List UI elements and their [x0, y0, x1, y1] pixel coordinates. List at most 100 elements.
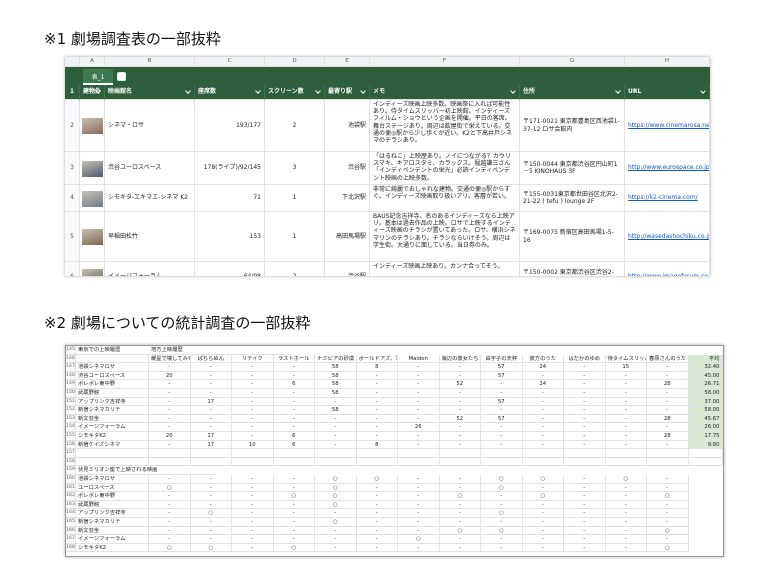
- column-header: 座席数: [195, 85, 265, 100]
- cell: -: [356, 389, 398, 398]
- column-header: 最寄り駅: [325, 85, 370, 100]
- cinema-name: シモキタK2: [76, 543, 149, 553]
- url[interactable]: https://www.cinemarosa.net/: [625, 100, 710, 152]
- cell: -: [232, 518, 274, 527]
- cell: -: [647, 440, 689, 450]
- cell: -: [439, 535, 481, 544]
- cell: -: [149, 500, 191, 510]
- row-number: 153: [66, 414, 76, 424]
- cell: -: [232, 509, 274, 518]
- cell: -: [398, 406, 440, 415]
- cell: -: [356, 414, 398, 424]
- corner-cell: [65, 57, 80, 67]
- cell: -: [273, 389, 315, 398]
- cell: -: [439, 543, 481, 553]
- cell: -: [315, 397, 357, 407]
- cell: 52: [439, 380, 481, 389]
- cell: -: [647, 371, 689, 381]
- url[interactable]: http://www.imageforum.co.jp/: [625, 262, 710, 276]
- url[interactable]: https://k2-cinema.com/: [625, 185, 710, 212]
- column-header: URL: [625, 85, 710, 100]
- column-letter: C: [195, 57, 265, 67]
- url[interactable]: http://www.eurospace.co.jp/: [625, 152, 710, 185]
- cell: 10: [232, 440, 274, 450]
- cinema-name: ポレポレ東中野: [76, 380, 149, 389]
- url[interactable]: http://wasedashochiku.co.jp/: [625, 212, 710, 262]
- cell: -: [439, 475, 481, 484]
- cell: 6: [273, 380, 315, 389]
- row-number: 168: [66, 543, 76, 553]
- column-header: 耀星で壊してみせろ: [149, 354, 191, 364]
- cinema-name: 渋谷ユーロスペース: [76, 371, 149, 381]
- cell: -: [605, 423, 647, 432]
- seats: 193/177: [195, 100, 265, 152]
- memo: BAUS記念吉祥寺。名のあるインディーズなら上映アリ。基本は過去作品の上映。ロサ…: [370, 212, 520, 262]
- blank-cell: [481, 449, 523, 458]
- cell: -: [273, 526, 315, 536]
- column-header: 彼方のうた: [522, 354, 564, 364]
- building-photo: [82, 190, 103, 207]
- cinema-name: シネマ・ロサ: [105, 100, 195, 152]
- cell: -: [605, 440, 647, 450]
- cinema-name: イメージフォーラム: [105, 262, 195, 276]
- cell: -: [439, 363, 481, 372]
- blank-cell: [688, 457, 723, 467]
- address: 〒155-0031東京都世田谷区北沢2-21-22 ( tefu ) loung…: [520, 185, 625, 212]
- column-letter: H: [625, 57, 710, 67]
- cell: -: [481, 492, 523, 501]
- cell: -: [190, 406, 232, 415]
- column-header: ラストホール: [273, 354, 315, 364]
- cell: 57: [481, 414, 523, 424]
- cell: 28: [647, 414, 689, 424]
- cell: -: [647, 406, 689, 415]
- cell: ○: [522, 475, 564, 484]
- cell: -: [356, 509, 398, 518]
- row-number: 148: [66, 371, 76, 381]
- cinema-name: 早稲田松竹: [105, 212, 195, 262]
- cell: -: [232, 423, 274, 432]
- cell: ○: [605, 475, 647, 484]
- building-photo: [82, 118, 103, 134]
- blank-cell: [398, 457, 440, 467]
- cell: -: [356, 535, 398, 544]
- cinema-name: シモキタ-エキマエ-シネマ K2: [105, 185, 195, 212]
- cell: -: [564, 371, 606, 381]
- cell: -: [190, 380, 232, 389]
- cell: -: [273, 423, 315, 432]
- cell: -: [522, 543, 564, 553]
- row-number: 145: [66, 346, 76, 355]
- cell: -: [647, 518, 689, 527]
- blank-cell: [522, 449, 564, 458]
- cell: -: [232, 406, 274, 415]
- average: 58.00: [688, 389, 723, 398]
- cell: -: [564, 432, 606, 441]
- screens: 2: [265, 262, 325, 276]
- cell: -: [398, 432, 440, 441]
- sheet-tab[interactable]: 表_1: [83, 69, 113, 85]
- blank-cell: [398, 449, 440, 458]
- cell: -: [564, 389, 606, 398]
- cell: -: [605, 397, 647, 407]
- cell: -: [315, 543, 357, 553]
- cell: -: [356, 406, 398, 415]
- cell: 58: [315, 371, 357, 381]
- cell: -: [605, 535, 647, 544]
- cell: -: [273, 509, 315, 518]
- cinema-name: 新文芸坐: [76, 526, 149, 536]
- cinema-name: ポレポレ東中野: [76, 492, 149, 501]
- cell: -: [564, 475, 606, 484]
- average: 32.40: [688, 363, 723, 372]
- blank-cell: [356, 449, 398, 458]
- screens: 1: [265, 212, 325, 262]
- cell: -: [190, 363, 232, 372]
- blank-cell: [232, 449, 274, 458]
- section-label: 東京での上映履歴: [76, 346, 149, 355]
- tab-icon[interactable]: [117, 72, 126, 81]
- cell: -: [273, 363, 315, 372]
- blank-cell: [564, 457, 606, 467]
- blank-cell: [564, 449, 606, 458]
- cell: -: [356, 543, 398, 553]
- cell: -: [605, 432, 647, 441]
- cell: -: [190, 475, 232, 484]
- cell: -: [439, 389, 481, 398]
